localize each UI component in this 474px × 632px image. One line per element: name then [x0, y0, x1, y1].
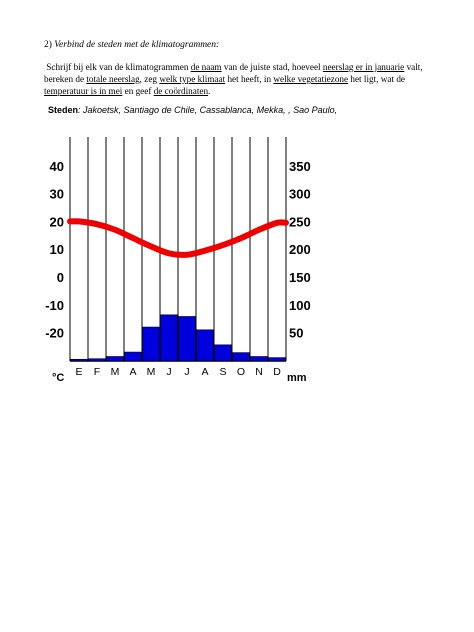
month-label: A	[129, 366, 136, 378]
temperature-line	[67, 218, 289, 258]
temp-tick-label: -20	[45, 326, 64, 341]
instr-underline: welk type klimaat	[159, 74, 226, 84]
chart-grid	[69, 137, 287, 362]
precip-tick-label: 250	[289, 214, 311, 229]
precipitation-bar	[142, 326, 160, 362]
precip-tick-label: 100	[289, 298, 311, 313]
question-text: Verbind de steden met de klimatogrammen:	[54, 40, 220, 50]
month-label: M	[111, 366, 120, 378]
month-label: J	[184, 366, 189, 378]
month-label: S	[219, 366, 226, 378]
instr-underline: de coördinaten	[153, 86, 209, 96]
precipitation-bars	[70, 314, 286, 362]
question-title: 2) Verbind de steden met de klimatogramm…	[44, 40, 219, 50]
instr-text: van de juiste stad, hoeveel	[221, 62, 323, 72]
question-number: 2)	[44, 40, 52, 50]
instr-text: .	[208, 86, 211, 96]
month-label: N	[255, 366, 263, 378]
temp-tick-label: 10	[50, 242, 64, 257]
month-label: O	[237, 366, 245, 378]
month-label: E	[75, 366, 82, 378]
precip-tick-label: 200	[289, 242, 311, 257]
cities-label: Steden	[48, 105, 79, 115]
precipitation-bar	[250, 356, 268, 362]
precip-tick-label: 150	[289, 270, 311, 285]
instr-underline: temperatuur is in mei	[44, 86, 123, 96]
precipitation-bar	[214, 344, 232, 362]
month-label: A	[201, 366, 208, 378]
precipitation-bar	[196, 329, 214, 362]
instr-text: , zeg	[139, 74, 160, 84]
instruction-paragraph: Schrijf bij elk van de klimatogrammen de…	[44, 61, 436, 97]
precipitation-unit: mm	[287, 372, 307, 384]
precipitation-bar	[178, 316, 196, 362]
instr-text: het heeft, in	[225, 74, 274, 84]
precipitation-bar	[160, 314, 178, 362]
temp-tick-label: 0	[57, 270, 64, 285]
precip-tick-label: 50	[289, 326, 303, 341]
instr-text: valt, bereken de	[44, 62, 423, 84]
precip-tick-label: 350	[289, 159, 311, 174]
precipitation-bar	[106, 356, 124, 362]
month-label: J	[166, 366, 171, 378]
precipitation-bar	[70, 358, 88, 362]
precip-tick-label: 300	[289, 187, 311, 202]
temp-tick-label: 40	[50, 159, 64, 174]
precipitation-bar	[232, 352, 250, 362]
instr-underline: neerslag er in januarie	[322, 62, 405, 72]
instr-underline: de naam	[190, 62, 222, 72]
instr-text: het ligt, wat de	[348, 74, 405, 84]
month-label: F	[94, 366, 100, 378]
instr-underline: welke vegetatiezone	[273, 74, 349, 84]
precipitation-bar	[268, 357, 286, 362]
instr-text: Schrijf bij elk van de klimatogrammen	[46, 62, 191, 72]
month-label: M	[147, 366, 156, 378]
precipitation-bar	[124, 351, 142, 362]
cities-line: Steden: Jakoetsk, Santiago de Chile, Cas…	[48, 105, 337, 115]
instr-underline: totale neerslag	[86, 74, 140, 84]
instr-text: en geef	[122, 86, 154, 96]
month-label: D	[273, 366, 281, 378]
temp-tick-label: 30	[50, 187, 64, 202]
temp-tick-label: -10	[45, 298, 64, 313]
precipitation-bar	[88, 358, 106, 362]
temperature-unit: °C	[52, 372, 64, 384]
temp-tick-label: 20	[50, 214, 64, 229]
cities-list: : Jakoetsk, Santiago de Chile, Cassablan…	[78, 105, 338, 115]
